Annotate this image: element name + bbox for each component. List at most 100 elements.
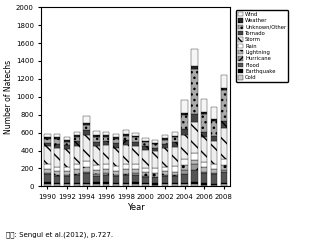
Bar (44, 134, 50, 137)
Bar (113, 185, 119, 186)
Bar (191, 153, 197, 160)
Bar (113, 139, 119, 143)
Bar (191, 49, 197, 66)
Bar (201, 112, 207, 114)
Bar (172, 137, 178, 142)
Bar (83, 173, 90, 183)
Bar (211, 136, 217, 141)
Bar (44, 164, 50, 169)
Bar (113, 166, 119, 171)
Bar (142, 142, 149, 146)
Bar (132, 137, 139, 142)
Bar (182, 165, 188, 170)
Bar (152, 142, 158, 144)
Bar (132, 142, 139, 146)
Bar (83, 172, 90, 173)
Bar (142, 184, 149, 186)
Bar (103, 183, 109, 184)
Bar (152, 148, 158, 152)
Bar (44, 184, 50, 186)
Bar (201, 172, 207, 173)
Bar (74, 137, 80, 141)
Bar (142, 177, 149, 183)
Bar (103, 141, 109, 145)
Bar (201, 99, 207, 112)
Bar (44, 137, 50, 139)
Bar (132, 164, 139, 169)
Bar (191, 114, 197, 122)
Bar (93, 141, 100, 146)
Bar (44, 182, 50, 184)
Bar (103, 173, 109, 175)
Bar (103, 135, 109, 137)
Bar (103, 145, 109, 164)
Bar (83, 184, 90, 186)
Bar (74, 135, 80, 137)
Bar (83, 130, 90, 135)
Bar (172, 176, 178, 183)
X-axis label: Year: Year (127, 203, 145, 212)
Bar (172, 175, 178, 176)
Bar (221, 128, 227, 159)
Bar (74, 183, 80, 184)
Bar (132, 173, 139, 175)
Bar (83, 167, 90, 172)
Bar (93, 174, 100, 176)
Bar (142, 138, 149, 141)
Bar (211, 119, 217, 121)
Bar (221, 172, 227, 183)
Bar (221, 159, 227, 165)
Bar (113, 171, 119, 175)
Bar (201, 114, 207, 132)
Bar (182, 115, 188, 129)
Bar (103, 184, 109, 186)
Bar (64, 140, 70, 141)
Bar (142, 172, 149, 176)
Bar (44, 169, 50, 173)
Bar (83, 183, 90, 184)
Bar (93, 135, 100, 137)
Bar (201, 132, 207, 137)
Bar (74, 141, 80, 146)
Bar (113, 183, 119, 185)
Bar (172, 166, 178, 172)
Bar (162, 167, 168, 171)
Bar (113, 175, 119, 176)
Bar (182, 100, 188, 113)
Bar (172, 132, 178, 136)
Bar (142, 150, 149, 168)
Bar (122, 175, 129, 183)
Bar (54, 184, 60, 186)
Bar (113, 143, 119, 147)
Bar (162, 184, 168, 186)
Bar (132, 136, 139, 137)
Bar (122, 183, 129, 184)
Bar (122, 174, 129, 175)
Bar (103, 137, 109, 141)
Bar (74, 132, 80, 135)
Bar (211, 184, 217, 185)
Bar (132, 182, 139, 184)
Bar (44, 174, 50, 182)
Bar (122, 169, 129, 174)
Bar (64, 176, 70, 183)
Text: 자료: Sengul et al.(2012), p.727.: 자료: Sengul et al.(2012), p.727. (6, 231, 114, 238)
Bar (191, 182, 197, 184)
Bar (211, 121, 217, 136)
Bar (54, 167, 60, 171)
Bar (132, 175, 139, 182)
Bar (122, 136, 129, 140)
Bar (142, 183, 149, 184)
Bar (191, 164, 197, 170)
Bar (83, 123, 90, 125)
Bar (201, 183, 207, 185)
Bar (201, 162, 207, 167)
Bar (191, 66, 197, 69)
Bar (83, 116, 90, 123)
Bar (221, 165, 227, 170)
Bar (64, 137, 70, 140)
Bar (83, 161, 90, 167)
Bar (93, 184, 100, 186)
Bar (64, 175, 70, 176)
Bar (152, 173, 158, 177)
